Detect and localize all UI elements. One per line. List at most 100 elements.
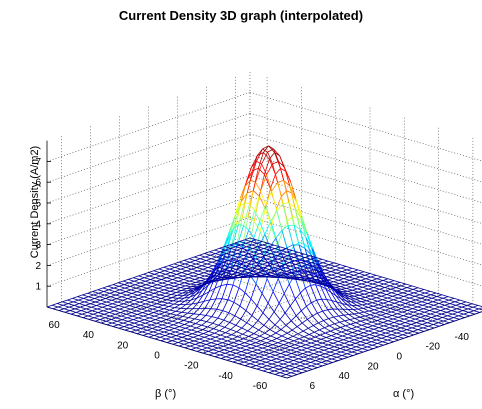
surface-mesh-line [382,339,388,343]
surface-mesh-line [217,260,224,263]
surface-mesh-line [241,192,248,218]
surface-mesh-line [223,278,229,281]
surface-mesh-line [267,260,273,263]
surface-mesh-line [361,323,367,326]
surface-mesh-line [241,246,247,249]
surface-mesh-line [313,325,320,331]
surface-mesh-line [140,322,146,326]
surface-mesh-line [300,344,307,347]
surface-mesh-line [267,368,275,372]
surface-mesh-line [296,326,304,332]
surface-mesh-line [268,145,274,150]
surface-mesh-line [284,346,290,349]
surface-mesh-line [337,308,344,316]
surface-mesh-line [351,305,359,310]
surface-mesh-line [246,322,254,327]
surface-mesh-line [266,256,272,260]
surface-mesh-line [305,237,312,255]
surface-mesh-line [412,308,419,311]
surface-mesh-line [396,290,403,294]
surface-mesh-line [268,372,276,375]
surface-mesh-line [243,358,250,361]
surface-mesh-line [81,308,87,311]
surface-mesh-line [125,291,133,294]
surface-mesh-line [176,292,183,296]
surface-mesh-line [159,336,167,340]
surface-mesh-line [254,273,261,276]
surface-mesh-line [270,174,276,189]
surface-mesh-line [268,258,276,265]
surface-mesh-line [335,351,342,355]
surface-mesh-line [305,287,312,303]
surface-mesh-line [263,248,271,251]
surface-mesh-line [321,340,328,344]
surface-mesh-line [356,285,363,288]
surface-mesh-line [307,327,315,333]
surface-mesh-line [362,346,368,349]
surface-mesh-line [234,207,240,218]
surface-mesh-line [154,294,161,298]
x-tick-label: 20 [368,361,380,372]
surface-mesh-line [187,333,193,336]
surface-mesh-line [412,306,418,309]
z-tick-label: 3 [35,240,41,251]
surface-mesh-line [361,281,367,285]
surface-mesh-line [250,342,256,345]
surface-mesh-line [348,337,355,341]
surface-mesh-line [82,317,90,320]
surface-mesh-line [74,305,81,308]
surface-mesh-line [147,328,153,331]
surface-mesh-line [117,322,124,326]
surface-mesh-line [350,298,357,303]
surface-mesh-line [119,306,125,310]
surface-mesh-line [359,294,366,298]
surface-mesh-line [258,351,264,354]
surface-mesh-line [372,283,379,287]
surface-mesh-line [263,349,269,353]
surface-mesh-line [218,324,225,328]
surface-mesh-line [274,267,281,270]
surface-mesh-line [145,279,151,282]
surface-mesh-line [256,160,262,165]
surface-mesh-line [362,328,369,332]
surface-mesh-line [327,279,334,283]
surface-mesh-line [245,241,252,244]
surface-mesh-line [263,351,270,354]
surface-mesh-line [218,261,224,265]
surface-mesh-line [312,349,319,353]
surface-mesh-line [266,275,272,277]
surface-mesh-line [369,334,376,337]
surface-mesh-line [247,326,254,332]
surface-mesh-line [368,307,375,311]
surface-mesh-line [118,305,125,308]
surface-mesh-line [302,370,308,374]
surface-mesh-line [318,351,325,355]
surface-mesh-line [369,292,376,295]
surface-mesh-line [377,281,385,285]
surface-mesh-line [154,336,161,340]
surface-mesh-line [256,345,263,349]
surface-mesh-line [116,315,122,319]
surface-mesh-line [117,324,125,327]
surface-mesh-line [360,339,366,342]
surface-mesh-line [422,325,429,329]
surface-mesh-line [171,336,178,340]
surface-mesh-line [152,326,158,329]
surface-mesh-line [255,258,262,262]
surface-mesh-line [219,351,226,354]
surface-mesh-line [378,327,385,330]
surface-mesh-line [275,168,281,175]
surface-mesh-line [165,315,172,318]
surface-mesh-line [237,359,245,363]
surface-mesh-line [196,282,202,286]
surface-mesh-line [311,262,319,265]
surface-mesh-line [205,340,212,344]
surface-mesh-line [326,358,332,362]
surface-mesh-line [144,300,151,303]
surface-mesh-line [183,338,189,342]
surface-mesh-line [336,272,343,276]
surface-mesh-line [433,303,439,306]
surface-mesh-line [202,351,209,354]
surface-mesh-line [356,305,364,309]
surface-mesh-line [382,278,389,281]
